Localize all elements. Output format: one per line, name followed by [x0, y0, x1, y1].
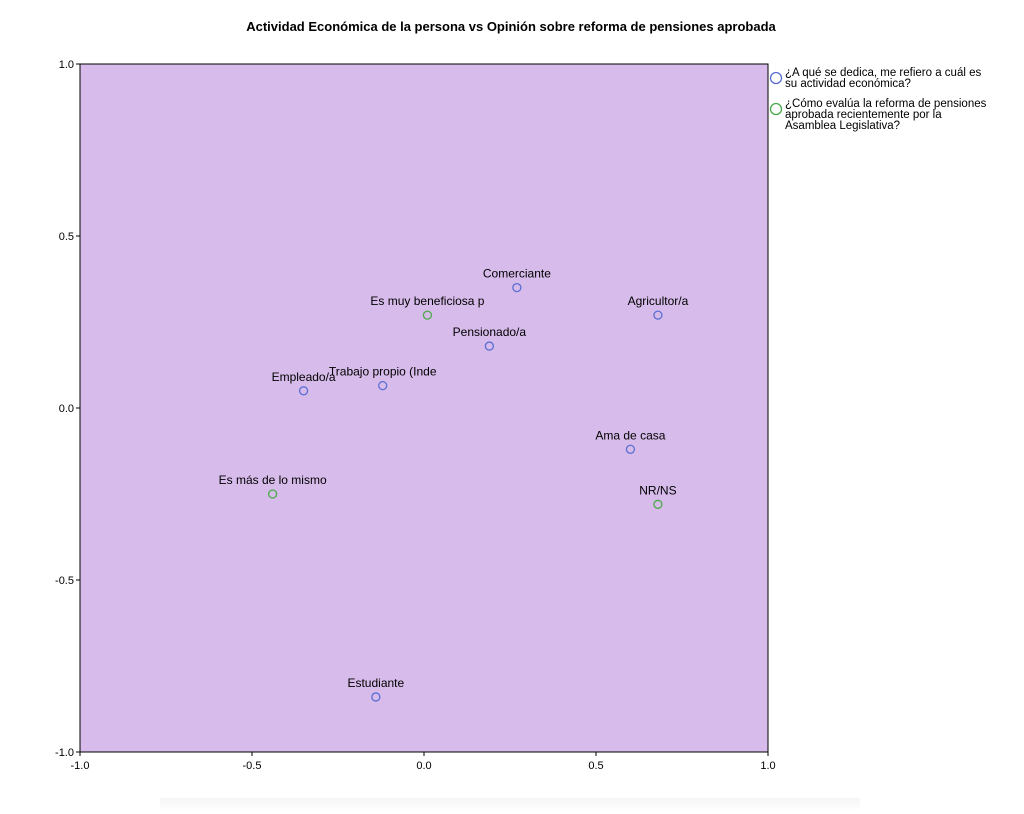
data-point — [484, 341, 495, 351]
data-point — [625, 444, 636, 454]
data-point-label: Ama de casa — [595, 428, 665, 442]
legend: ¿A qué se dedica, me refiero a cuál essu… — [769, 67, 987, 132]
data-points: Comerciante Agricultor/a Pensionado/a Emple… — [219, 267, 689, 702]
data-point — [653, 499, 663, 509]
x-tick-label: 0.5 — [588, 760, 603, 772]
data-point-label: Agricultor/a — [628, 294, 689, 308]
data-point-label: NR/NS — [639, 483, 676, 497]
data-point-label: Trabajo propio (Inde — [329, 365, 437, 379]
chart-title: Actividad Económica de la persona vs Opi… — [246, 19, 776, 34]
x-axis: -1.0 -0.5 0.0 0.5 1.0 — [71, 752, 776, 772]
data-point — [653, 310, 663, 320]
y-tick-label: -1.0 — [55, 747, 74, 759]
y-tick-label: 1.0 — [59, 59, 74, 71]
data-point-label: Empleado/a — [272, 370, 336, 384]
legend-label: aprobada recientemente por la — [785, 109, 942, 121]
plot-area — [79, 63, 769, 753]
x-tick-label: -0.5 — [243, 760, 262, 772]
y-tick-label: 0.5 — [59, 231, 74, 243]
legend-label: ¿Cómo evalúa la reforma de pensiones — [785, 98, 987, 110]
bottom-fade — [160, 798, 860, 812]
x-tick-label: 0.0 — [416, 760, 431, 772]
legend-label: Asamblea Legislativa? — [785, 120, 900, 132]
data-point — [512, 282, 522, 293]
y-tick-label: -0.5 — [55, 575, 74, 587]
legend-label: su actividad económica? — [785, 78, 911, 90]
data-point — [371, 692, 381, 702]
data-point — [422, 310, 433, 320]
data-point-label: Estudiante — [347, 676, 404, 690]
legend-marker — [769, 102, 783, 116]
y-tick-label: 0.0 — [59, 403, 74, 415]
data-point-label: Es muy beneficiosa p — [370, 294, 484, 308]
x-tick-label: -1.0 — [71, 760, 90, 772]
data-point — [298, 386, 309, 396]
legend-label: ¿A qué se dedica, me refiero a cuál es — [785, 67, 981, 79]
data-point — [378, 380, 388, 391]
data-point — [267, 489, 278, 499]
data-point-label: Pensionado/a — [453, 325, 527, 339]
data-point-label: Comerciante — [483, 267, 551, 281]
x-tick-label: 1.0 — [760, 760, 775, 772]
legend-marker — [769, 71, 783, 85]
data-point-label: Es más de lo mismo — [219, 473, 327, 487]
y-axis: 1.0 0.5 0.0 -0.5 -1.0 — [55, 59, 80, 759]
